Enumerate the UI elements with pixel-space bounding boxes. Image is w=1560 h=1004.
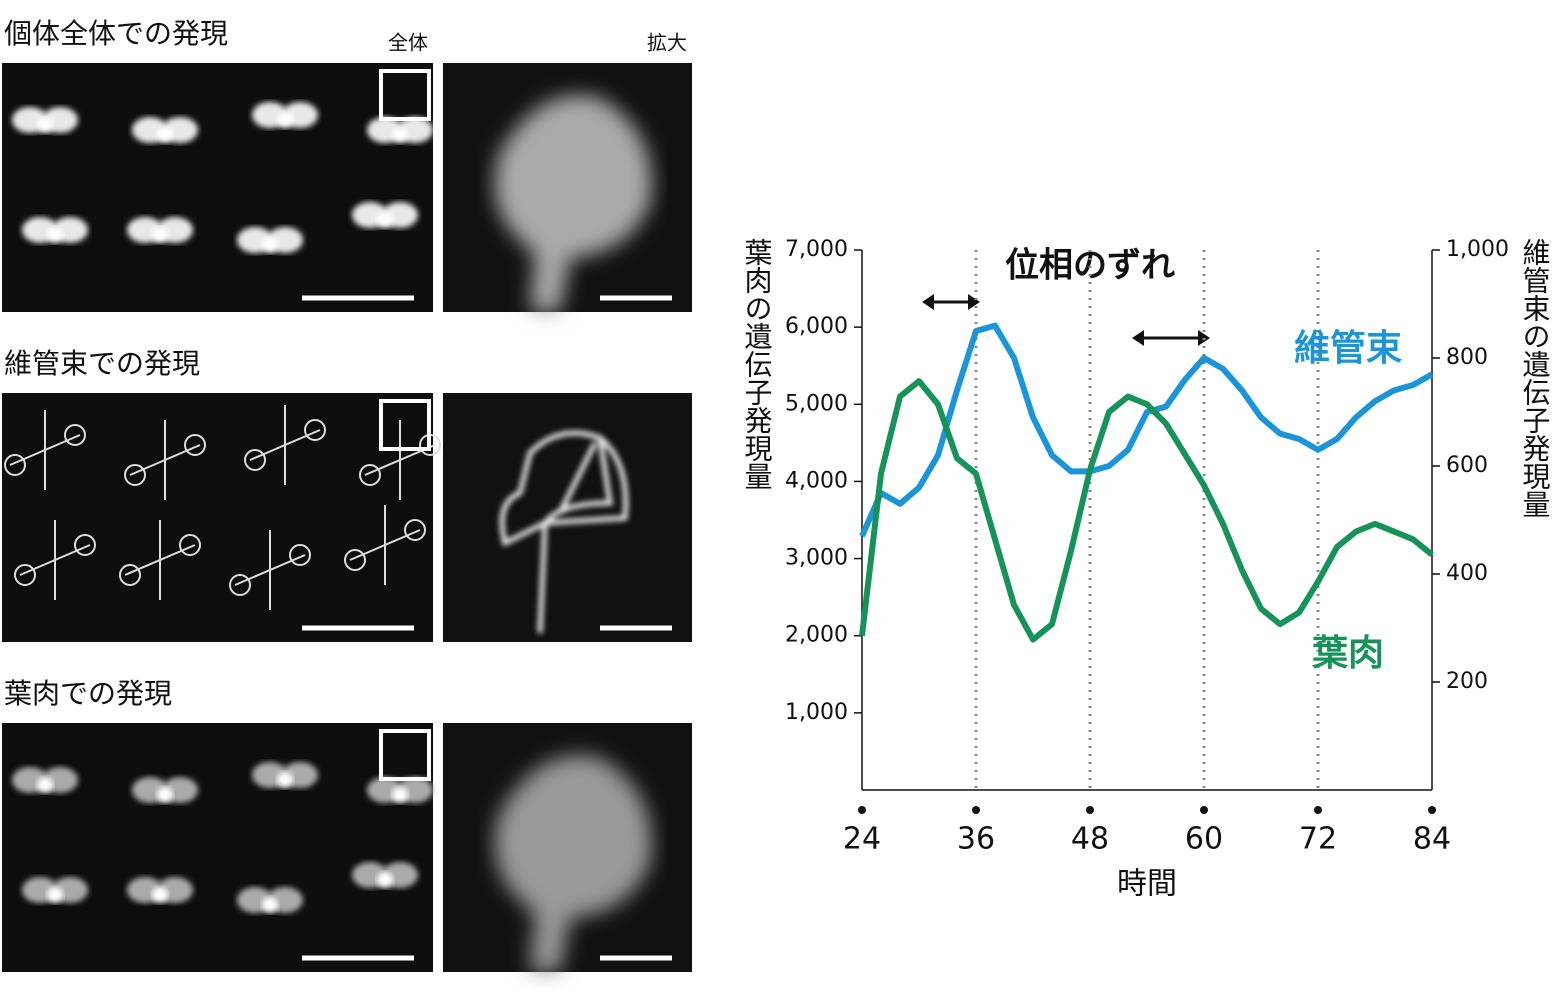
- vein: [499, 430, 629, 634]
- plant: [229, 530, 311, 610]
- y2-tick-label: 1,000: [1446, 237, 1509, 262]
- panel-title: 維管束での発現: [4, 347, 200, 380]
- column-label: 拡大: [647, 31, 687, 55]
- y-tick-label: 4,000: [785, 468, 848, 493]
- annotation: 位相のずれ: [1005, 246, 1175, 286]
- leaf: [157, 127, 173, 143]
- vein: [64, 424, 86, 446]
- series-line: [859, 322, 1434, 538]
- vein: [74, 534, 96, 556]
- plant: [14, 520, 96, 600]
- leaf: [392, 787, 408, 803]
- x-tick: [1314, 806, 1322, 814]
- leaf: [157, 787, 173, 803]
- x-tick-label: 72: [1299, 822, 1337, 857]
- plant: [119, 520, 201, 600]
- vein: [234, 530, 306, 610]
- x-tick-label: 48: [1071, 822, 1109, 857]
- y2-tick-label: 400: [1446, 561, 1488, 586]
- leaf: [152, 887, 168, 903]
- vein: [19, 520, 91, 600]
- y-tick-label: 3,000: [785, 546, 848, 571]
- x-tick-label: 84: [1413, 822, 1451, 857]
- vein: [359, 464, 381, 486]
- image: [2, 63, 433, 312]
- plant: [344, 505, 426, 585]
- leaf: [37, 777, 53, 793]
- vein: [4, 454, 26, 476]
- y2-tick-label: 200: [1446, 669, 1488, 694]
- vein: [344, 549, 366, 571]
- y2-axis-title: 維管束の遺伝子発現量: [1519, 238, 1552, 518]
- image: [2, 393, 433, 642]
- y-tick-label: 5,000: [785, 391, 848, 416]
- image: [443, 393, 692, 642]
- plant: [244, 405, 326, 485]
- y-tick-label: 2,000: [785, 623, 848, 648]
- leaf: [37, 117, 53, 133]
- vein: [129, 420, 201, 500]
- inset-box: [379, 399, 431, 451]
- leaf: [277, 772, 293, 788]
- vein: [404, 519, 426, 541]
- series-line: [859, 378, 1434, 643]
- panel-title: 葉肉での発現: [4, 677, 172, 710]
- series-label: 葉肉: [1311, 633, 1384, 674]
- vein: [124, 464, 146, 486]
- plant: [4, 410, 86, 490]
- phase-arrows: [922, 294, 1210, 346]
- x-axis-title: 時間: [1117, 867, 1177, 902]
- vein: [14, 564, 36, 586]
- y-tick-label: 1,000: [785, 700, 848, 725]
- leaf: [152, 227, 168, 243]
- image: [2, 723, 433, 972]
- leaf: [392, 127, 408, 143]
- leaf: [262, 897, 278, 913]
- vein: [119, 564, 141, 586]
- y-tick-label: 6,000: [785, 314, 848, 339]
- leaf-zoom: [494, 755, 652, 972]
- images: [2, 63, 692, 972]
- leaf: [47, 227, 63, 243]
- series-label: 維管束: [1294, 328, 1402, 369]
- vein: [124, 520, 196, 600]
- inset-box: [379, 729, 431, 781]
- x-tick-label: 60: [1185, 822, 1223, 857]
- y-tick-label: 7,000: [785, 237, 848, 262]
- vein: [349, 505, 421, 585]
- column-label: 全体: [388, 31, 428, 55]
- x-tick: [1086, 806, 1094, 814]
- vein: [179, 534, 201, 556]
- leaf: [47, 887, 63, 903]
- vein: [304, 419, 326, 441]
- vein: [9, 410, 81, 490]
- panel-title: 個体全体での発現: [4, 17, 228, 50]
- x-tick: [972, 806, 980, 814]
- vein: [249, 405, 321, 485]
- vein: [184, 434, 206, 456]
- y2-tick-label: 800: [1446, 345, 1488, 370]
- leaf: [377, 212, 393, 228]
- leaf: [262, 237, 278, 253]
- x-tick-label: 24: [843, 822, 881, 857]
- vein: [229, 574, 251, 596]
- leaf: [277, 112, 293, 128]
- x-tick: [1428, 806, 1436, 814]
- plant: [124, 420, 206, 500]
- y-axis-title: 葉肉の遺伝子発現量: [741, 238, 774, 490]
- inset-box: [379, 69, 431, 121]
- x-tick: [858, 806, 866, 814]
- leaf-zoom: [494, 95, 652, 312]
- leaf: [377, 872, 393, 888]
- vein: [289, 544, 311, 566]
- x-tick-label: 36: [957, 822, 995, 857]
- x-tick: [1200, 806, 1208, 814]
- y2-tick-label: 600: [1446, 453, 1488, 478]
- vein: [244, 449, 266, 471]
